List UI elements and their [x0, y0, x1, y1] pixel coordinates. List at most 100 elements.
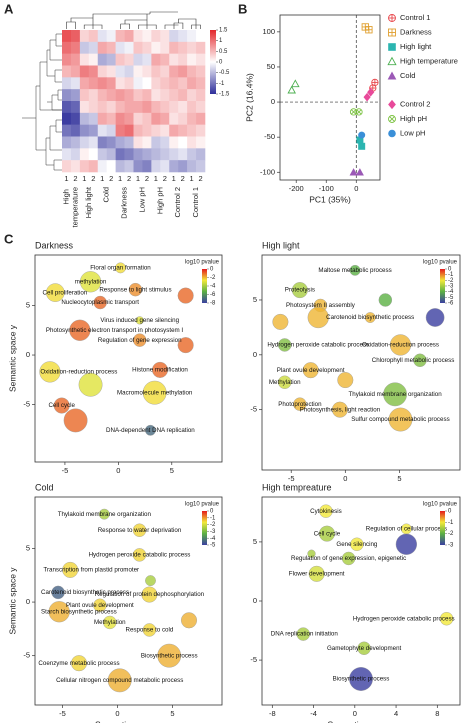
heatmap-cell	[62, 41, 72, 54]
pca-point	[371, 78, 379, 87]
bubble	[78, 372, 103, 397]
marker-shape	[367, 87, 375, 97]
column-dendrogram	[66, 11, 201, 29]
heatmap-cell	[142, 65, 152, 78]
heatmap-cell	[196, 112, 206, 125]
colorbar-tick-label: -1	[448, 272, 454, 278]
bubble	[63, 408, 88, 433]
heatmap-cell	[106, 30, 116, 43]
bubble-label: Hydrogen peroxide catabolic process	[89, 552, 191, 559]
heatmap-cell	[115, 112, 125, 125]
heatmap-cell	[70, 148, 81, 161]
pca-point	[349, 168, 358, 176]
x-tick-label: 0	[343, 474, 347, 483]
heatmap-cell	[169, 53, 179, 66]
x-tick-label: 5	[170, 709, 174, 718]
pca-point	[355, 108, 363, 116]
colorbar-tick-label: -1	[448, 520, 454, 526]
bubble-label: Gene silencing	[336, 541, 377, 548]
bubble	[103, 615, 117, 630]
bubble	[133, 333, 147, 347]
colorbar-tick-label: -3	[448, 284, 454, 290]
bubble-label: Biosynthetic process	[141, 652, 198, 659]
x-tick-label: 4	[394, 709, 398, 718]
bubble-label: Coenzyme metabolic process	[38, 660, 119, 667]
heatmap-cell	[70, 160, 81, 173]
heatmap-cell	[151, 160, 161, 173]
heatmap-cell	[178, 124, 188, 137]
replicate-label: 2	[198, 174, 202, 183]
colorbar-tick-label: -1.5	[219, 92, 230, 98]
bubble-label: Carotenoid biosynthetic process	[41, 589, 129, 596]
y-tick-label: -5	[23, 651, 30, 660]
heatmap-cell	[88, 136, 99, 149]
heatmap-cell	[133, 77, 143, 90]
heatmap-cell	[70, 53, 81, 66]
heatmap-cell	[187, 136, 197, 149]
heatmap-cell	[160, 41, 170, 54]
colorbar-tick-label: -5	[210, 543, 216, 549]
heatmap-cell	[115, 30, 125, 43]
x-tick-label: 0	[115, 709, 119, 718]
heatmap-cell	[88, 41, 99, 54]
y-tick-label: 5	[253, 295, 257, 304]
heatmap-cell	[124, 112, 134, 125]
bubble-label: Sulfur compound metabolic process	[351, 416, 449, 423]
heatmap-cell	[187, 89, 197, 102]
colorbar-tick-label: -2	[210, 275, 216, 281]
heatmap-cell	[187, 41, 197, 54]
bubble	[180, 612, 197, 629]
heatmap-cell	[115, 65, 125, 78]
colorbar-tick-label: -4	[448, 289, 454, 295]
bubble	[357, 641, 371, 655]
x-tick-label: 0	[354, 184, 358, 193]
colorbar-tick-label: -3	[448, 543, 454, 549]
heatmap-cell	[70, 89, 81, 102]
legend-label: Low pH	[400, 128, 425, 137]
y-tick-label: 0	[271, 97, 275, 106]
replicate-label: 2	[91, 174, 95, 183]
marker-shape	[388, 99, 396, 110]
colorbar-tick-label: 1	[219, 38, 223, 44]
bubble	[341, 551, 356, 566]
chart-title: High light	[262, 240, 300, 250]
bubble-label: Photosystem II assembly	[286, 302, 356, 309]
group-label: Control 1	[191, 187, 200, 217]
bubble-label: Methylation	[269, 379, 301, 386]
marker-shape	[388, 43, 396, 51]
legend-item: Low pH	[388, 128, 425, 137]
heatmap-cell	[70, 77, 81, 90]
heatmap-cell	[160, 30, 170, 43]
heatmap-cell	[151, 148, 161, 161]
heatmap-cell	[169, 124, 179, 137]
bubble	[364, 312, 376, 323]
bubble	[378, 293, 393, 307]
marker-stroke	[389, 116, 395, 122]
bubble	[132, 548, 147, 562]
heatmap-cell	[169, 30, 179, 43]
colorbar-tick-label: -6	[210, 292, 216, 298]
bubble-label: Maltose metabolic process	[318, 267, 391, 274]
colorbar-title: log10 pvalue	[185, 502, 220, 508]
bubble	[115, 262, 126, 274]
y-tick-label: -5	[250, 405, 257, 414]
bubble	[62, 561, 79, 578]
marker-shape	[358, 142, 366, 150]
panel-label: A	[4, 1, 14, 16]
pca-point	[365, 26, 373, 34]
bubble	[53, 397, 70, 414]
bubble-label: DNA-dependent DNA replication	[106, 427, 195, 434]
heatmap-cell	[142, 89, 152, 102]
heatmap-cell	[70, 112, 81, 125]
heatmap-cell	[160, 89, 170, 102]
bubble-label: Photoprotection	[278, 401, 322, 408]
bubble	[93, 598, 107, 612]
x-tick-label: -5	[59, 709, 66, 718]
heatmap-cell	[70, 101, 81, 114]
colorbar-tick-label: -0.5	[219, 70, 230, 76]
marker-shape	[291, 79, 300, 88]
heatmap-cell	[178, 148, 188, 161]
bubble	[291, 282, 308, 299]
group-label: Low pH	[137, 187, 146, 212]
